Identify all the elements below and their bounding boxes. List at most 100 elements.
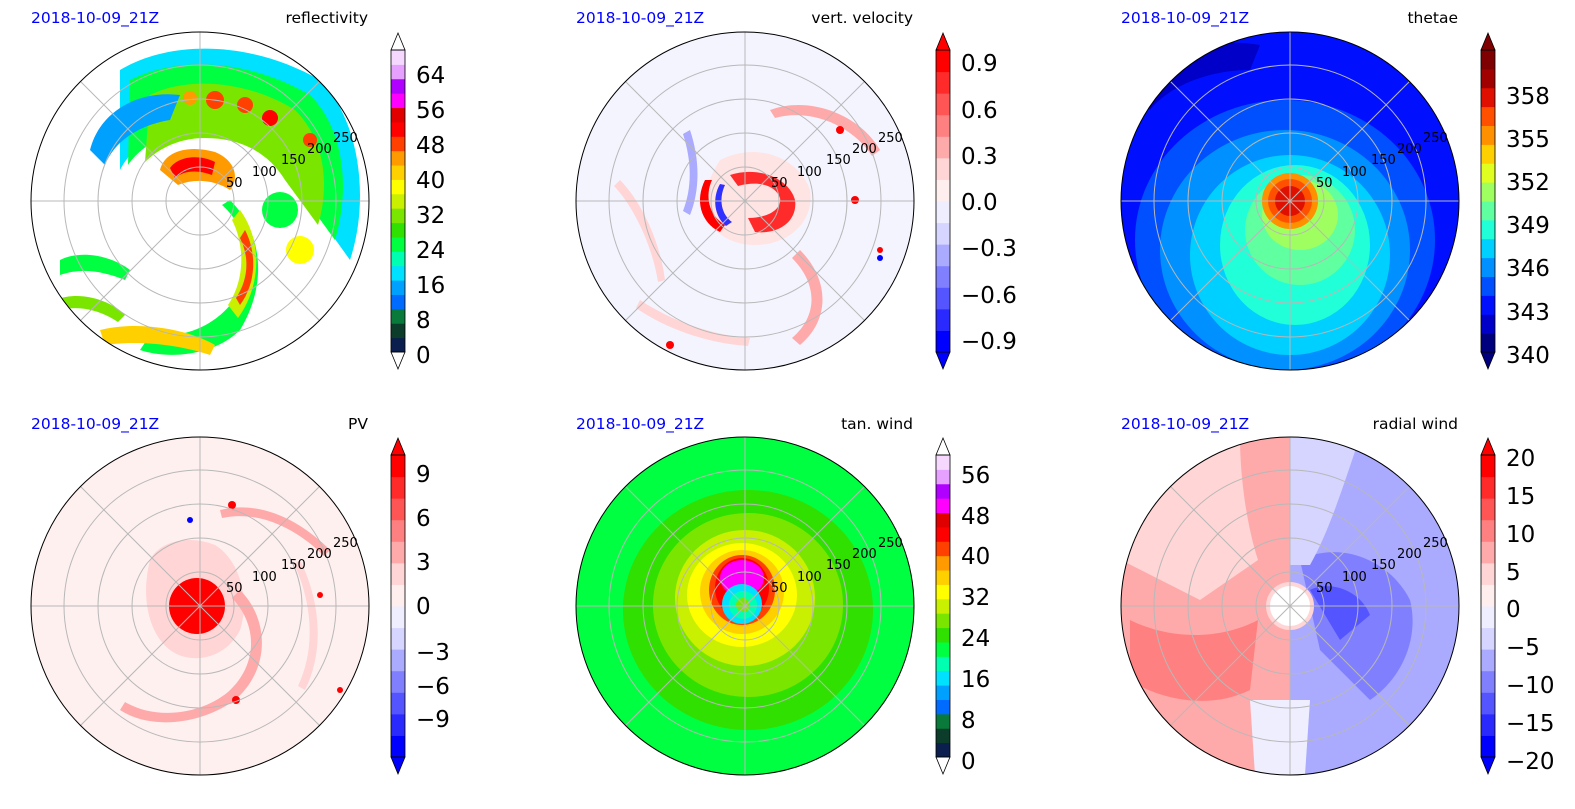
colorbar-tick-label: −6 <box>416 674 450 700</box>
colorbar-step <box>936 469 950 485</box>
colorbar-step <box>936 308 950 331</box>
polar-plot-area <box>1121 32 1459 370</box>
colorbar-step <box>936 330 950 353</box>
colorbar-step <box>1481 541 1495 564</box>
panel-title: tan. wind <box>841 415 913 433</box>
colorbar-tick-label: −9 <box>416 707 450 733</box>
colorbar-extend-top <box>1480 31 1496 51</box>
radial-tick-labels: 50 100 150 200 250 <box>226 536 358 596</box>
colorbar-tick-label: 24 <box>416 238 445 264</box>
colorbar-tick-label: −0.9 <box>961 329 1017 355</box>
radial-tick-label: 250 <box>1423 131 1448 146</box>
colorbar-step <box>936 244 950 267</box>
colorbar-tick-label: 32 <box>961 585 990 611</box>
colorbar-step <box>391 323 405 339</box>
colorbar-tick-label: 358 <box>1506 84 1550 110</box>
colorbar-step <box>936 455 950 470</box>
colorbar-step <box>936 685 950 700</box>
colorbar-extend-top <box>390 436 406 456</box>
colorbar-step <box>936 742 950 758</box>
colorbar-tick-label: 0.6 <box>961 98 998 124</box>
colorbar-step <box>1481 219 1495 240</box>
radial-tick-label: 200 <box>1397 547 1422 562</box>
colorbar-tick-label: 346 <box>1506 256 1550 282</box>
colorbar-step <box>391 541 405 564</box>
colorbar-step <box>936 713 950 729</box>
colorbar-step <box>391 251 405 267</box>
colorbar-step <box>391 193 405 209</box>
radial-tick-label: 200 <box>307 547 332 562</box>
radial-tick-label: 150 <box>1371 558 1396 573</box>
colorbar-extend-bottom <box>1480 756 1496 776</box>
colorbar-step <box>936 512 950 528</box>
colorbar-tick-label: 16 <box>416 273 445 299</box>
colorbar-step <box>1481 125 1495 145</box>
colorbar-tick-label: −5 <box>1506 635 1540 661</box>
colorbar-tick-label: 0 <box>1506 597 1521 623</box>
colorbar-step <box>1481 562 1495 585</box>
colorbar-step <box>391 606 405 629</box>
colorbar-step <box>391 308 405 324</box>
date-label: 2018-10-09_21Z <box>1121 9 1249 28</box>
colorbar-step <box>391 64 405 80</box>
colorbar-step <box>391 179 405 195</box>
colorbar-step <box>1481 276 1495 296</box>
colorbar-extend-bottom <box>1480 351 1496 371</box>
radial-tick-label: 100 <box>252 165 277 180</box>
polar-grid <box>1121 32 1459 370</box>
colorbar-step <box>936 598 950 614</box>
radial-tick-labels: 50 100 150 200 250 <box>1316 536 1448 596</box>
colorbar-step <box>391 455 405 478</box>
radial-tick-label: 150 <box>281 153 306 168</box>
colorbar-tick-label: 6 <box>416 506 431 532</box>
panel-vert-velocity: 2018-10-09_21Z vert. velocity 50 <box>575 9 1017 371</box>
colorbar-step <box>1481 670 1495 693</box>
colorbar: −9 −6 −3 0 3 6 9 <box>390 436 450 776</box>
colorbar-extend-top <box>390 31 406 51</box>
colorbar-tick-label: 40 <box>961 544 990 570</box>
colorbar-step <box>391 649 405 672</box>
colorbar-step <box>391 121 405 137</box>
colorbar-step <box>1481 50 1495 70</box>
colorbar-step <box>391 670 405 693</box>
colorbar-step <box>391 150 405 166</box>
colorbar-step <box>1481 87 1495 108</box>
colorbar-step <box>391 692 405 715</box>
colorbar-step <box>936 222 950 245</box>
colorbar-step <box>391 93 405 109</box>
colorbar-frame <box>935 49 951 353</box>
colorbar-step <box>1481 584 1495 607</box>
polar-boundary <box>575 436 915 776</box>
colorbar-step <box>936 584 950 600</box>
radial-tick-label: 50 <box>1316 176 1333 191</box>
radial-tick-labels: 50 100 150 200 250 <box>226 131 358 191</box>
polar-boundary <box>30 436 370 776</box>
radial-tick-label: 250 <box>878 131 903 146</box>
colorbar-step <box>936 656 950 672</box>
colorbar-extend-bottom <box>935 756 951 776</box>
colorbar-step <box>391 735 405 758</box>
date-label: 2018-10-09_21Z <box>576 9 704 28</box>
colorbar-step <box>936 627 950 643</box>
colorbar-step <box>936 287 950 310</box>
panel-radial-wind: 2018-10-09_21Z radial wind 50 100 150 20… <box>1120 415 1555 776</box>
radial-tick-label: 100 <box>797 570 822 585</box>
radial-tick-label: 200 <box>852 547 877 562</box>
radial-tick-label: 100 <box>797 165 822 180</box>
colorbar-step <box>391 280 405 295</box>
colorbar-fill <box>1481 50 1495 353</box>
colorbar-tick-label: 8 <box>961 708 976 734</box>
colorbar-frame <box>1480 454 1496 758</box>
colorbar-fill <box>936 50 950 353</box>
polar-boundary <box>575 31 915 371</box>
colorbar-step <box>1481 238 1495 259</box>
colorbar-step <box>391 136 405 152</box>
colorbar-tick-label: 40 <box>416 168 445 194</box>
date-label: 2018-10-09_21Z <box>31 415 159 434</box>
colorbar-step <box>1481 314 1495 334</box>
colorbar-step <box>936 541 950 557</box>
colorbar-step <box>936 526 950 542</box>
polar-boundary <box>1120 436 1460 776</box>
radial-tick-label: 150 <box>826 558 851 573</box>
colorbar: 0 8 16 24 32 40 48 56 64 <box>390 31 445 371</box>
